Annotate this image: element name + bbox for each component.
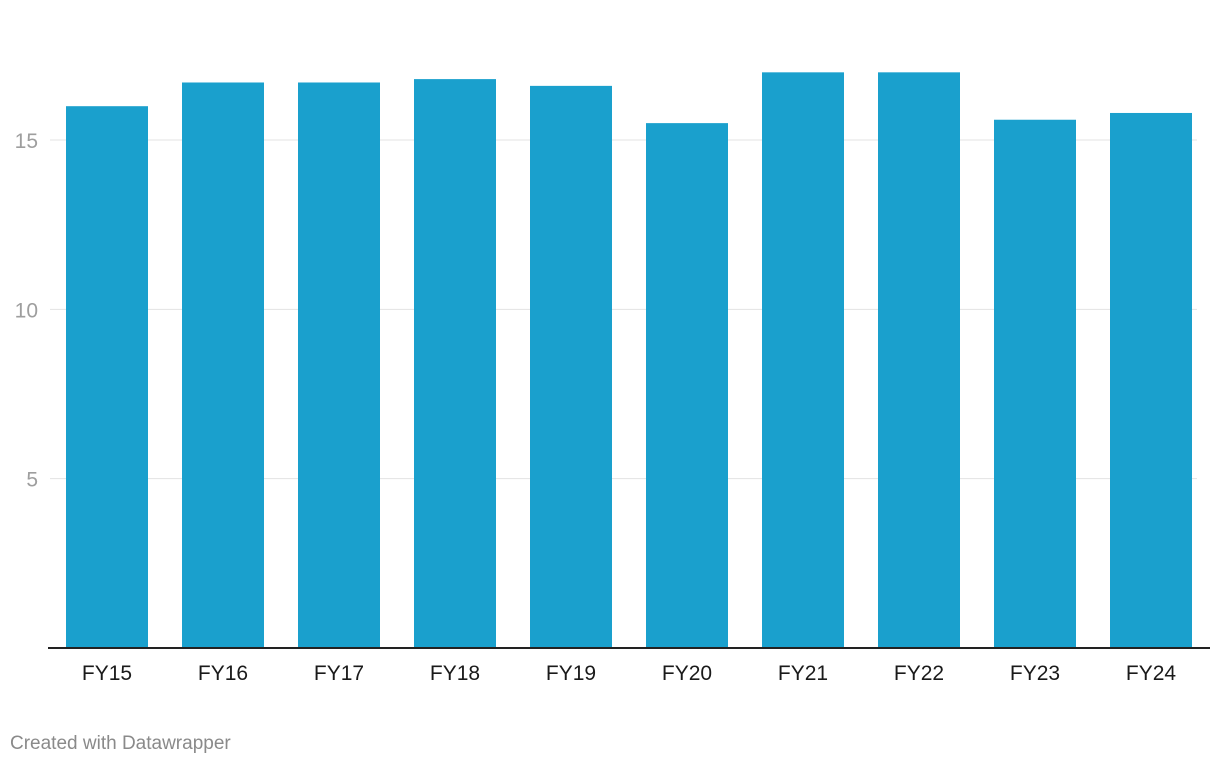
y-tick-label: 10	[15, 299, 38, 322]
x-tick-label: FY16	[198, 662, 248, 685]
bar-fy18[interactable]	[414, 79, 496, 648]
x-tick-label: FY17	[314, 662, 364, 685]
x-tick-label: FY19	[546, 662, 596, 685]
bar-fy15[interactable]	[66, 106, 148, 649]
bar-fy23[interactable]	[994, 119, 1076, 648]
bars	[66, 72, 1192, 649]
x-tick-labels: FY15 FY16 FY17 FY18 FY19 FY20 FY21 FY22 FY23 FY24	[82, 662, 1177, 685]
x-tick-label: FY15	[82, 662, 132, 685]
bar-fy20[interactable]	[646, 123, 728, 648]
y-tick-label: 5	[26, 469, 38, 492]
bar-fy17[interactable]	[298, 82, 380, 648]
x-tick-label: FY23	[1010, 662, 1060, 685]
x-tick-label: FY18	[430, 662, 480, 685]
bar-fy24[interactable]	[1110, 112, 1192, 649]
bar-fy22[interactable]	[878, 72, 960, 649]
bar-fy21[interactable]	[762, 72, 844, 649]
y-tick-label: 15	[15, 130, 38, 153]
x-tick-label: FY24	[1126, 662, 1177, 685]
x-tick-label: FY22	[894, 662, 944, 685]
x-tick-label: FY21	[778, 662, 828, 685]
x-tick-label: FY20	[662, 662, 712, 685]
bar-fy19[interactable]	[530, 85, 612, 649]
datawrapper-credit: Created with Datawrapper	[10, 733, 231, 754]
bar-fy16[interactable]	[182, 82, 264, 648]
y-tick-labels: 5 10 15	[15, 130, 38, 492]
